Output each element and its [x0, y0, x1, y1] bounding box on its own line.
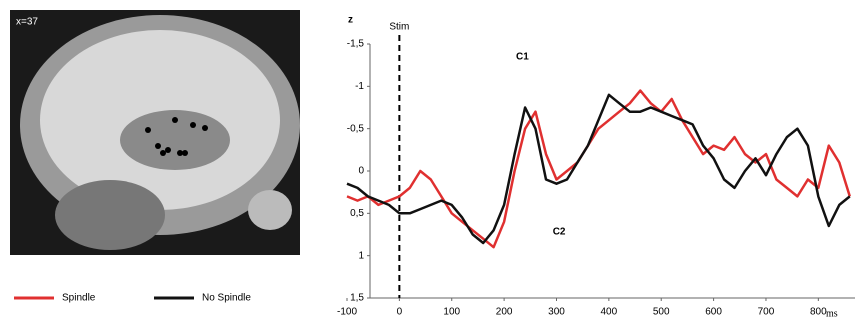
legend: Spindle No Spindle [14, 293, 251, 304]
slice-label: x=37 [16, 17, 38, 28]
mri-image: x=37 [10, 10, 300, 255]
stim-label: Stim [389, 22, 409, 33]
series-line [346, 89, 851, 249]
x-tick-label: 0 [397, 307, 403, 318]
y-tick-label: 0,5 [350, 208, 364, 219]
legend-label: Spindle [62, 293, 96, 304]
series-line [346, 93, 851, 245]
cerebellum [55, 180, 165, 250]
y-tick-label: -0,5 [347, 123, 365, 134]
x-tick-label: 400 [601, 307, 618, 318]
x-tick-label: 500 [653, 307, 670, 318]
y-tick-label: 0 [358, 166, 364, 177]
y-tick-label: -1 [355, 81, 364, 92]
c2-label: C2 [553, 227, 566, 238]
x-tick-label: 100 [443, 307, 460, 318]
x-axis-label: ms [826, 308, 838, 319]
y-tick-label: -1,5 [347, 39, 365, 50]
y-tick-label: 1,5 [350, 293, 364, 304]
x-tick-label: 200 [496, 307, 513, 318]
x-tick-label: 600 [705, 307, 722, 318]
insula [120, 110, 230, 170]
x-tick-label: 800 [810, 307, 827, 318]
x-tick-label: 300 [548, 307, 565, 318]
y-axis-label: z [348, 15, 353, 26]
c1-label: C1 [516, 52, 529, 63]
electrode-dots [145, 117, 208, 156]
eye [248, 190, 292, 230]
x-tick-label: 700 [758, 307, 775, 318]
y-tick-label: 1 [358, 250, 364, 261]
x-tick-label: -100 [337, 307, 357, 318]
legend-label: No Spindle [202, 293, 251, 304]
